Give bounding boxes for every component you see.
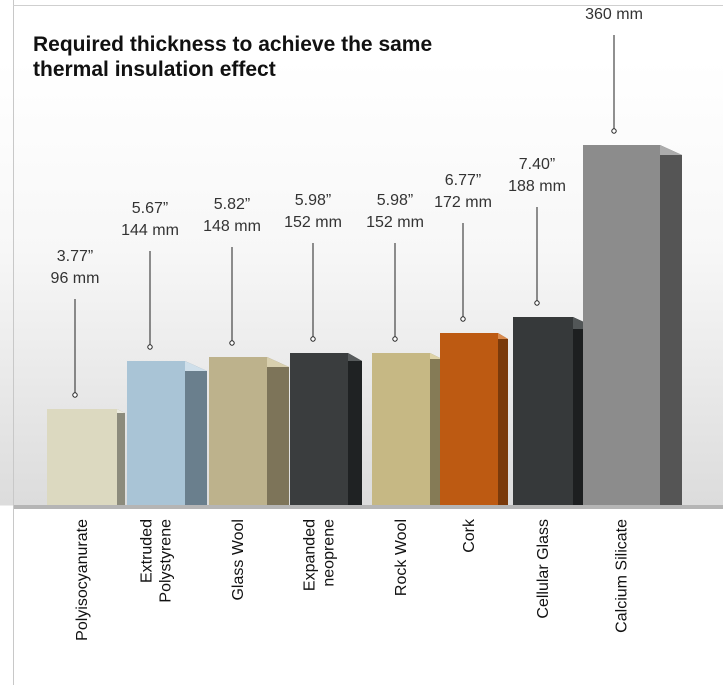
leader-dot-rock-wool (392, 336, 398, 342)
category-label-cork: Cork (461, 518, 478, 553)
frame-border-left (13, 0, 14, 685)
bar-calcium-silicate (583, 145, 660, 505)
value-label-inch-polyisocyanurate: 3.77” (57, 248, 93, 265)
bar-side-rock-wool (430, 353, 442, 505)
value-label-mm-expanded-neoprene: 152 mm (284, 214, 342, 231)
chart-title: Required thickness to achieve the same t… (33, 33, 433, 81)
value-label-mm-extruded-polystyrene: 144 mm (121, 222, 179, 239)
bar-side-polyisocyanurate (117, 409, 125, 505)
bar-side-glass-wool (267, 357, 289, 505)
bar-cork (440, 333, 498, 505)
bar-side-extruded-polystyrene (185, 361, 207, 505)
bar-extruded-polystyrene (127, 361, 185, 505)
value-label-inch-glass-wool: 5.82” (214, 196, 250, 213)
leader-dot-cellular-glass (534, 300, 540, 306)
bar-glass-wool (209, 357, 267, 505)
value-label-inch-expanded-neoprene: 5.98” (295, 192, 331, 209)
category-label-line-polyisocyanurate: Polyisocyanurate (74, 519, 91, 641)
leader-dot-cork (460, 316, 466, 322)
category-label-line-extruded-polystyrene: Extruded (139, 519, 156, 583)
category-label-line-rock-wool: Rock Wool (393, 519, 410, 596)
leader-dot-extruded-polystyrene (147, 344, 153, 350)
leader-dot-polyisocyanurate (72, 392, 78, 398)
category-label-line-cork: Cork (461, 518, 478, 553)
category-label-cellular-glass: Cellular Glass (535, 519, 552, 619)
category-label-rock-wool: Rock Wool (393, 519, 410, 596)
frame-border-top (13, 5, 723, 6)
value-label-mm-polyisocyanurate: 96 mm (51, 270, 100, 287)
bar-side-cork (498, 333, 508, 505)
category-label-line-expanded-neoprene: Expanded (302, 519, 319, 591)
bar-rock-wool (372, 353, 430, 505)
category-label-expanded-neoprene: Expanded neoprene (302, 519, 338, 591)
category-label-line-glass-wool: Glass Wool (230, 519, 247, 601)
chart-baseline (14, 505, 723, 509)
bar-expanded-neoprene (290, 353, 348, 505)
bar-polyisocyanurate (47, 409, 117, 505)
value-label-inch-extruded-polystyrene: 5.67” (132, 200, 168, 217)
value-label-mm-rock-wool: 152 mm (366, 214, 424, 231)
category-label-glass-wool: Glass Wool (230, 519, 247, 601)
category-label-line-extruded-polystyrene: Polystyrene (158, 519, 175, 603)
bar-side-expanded-neoprene (348, 353, 362, 505)
category-label-calcium-silicate: Calcium Silicate (614, 519, 631, 633)
value-label-mm-cork: 172 mm (434, 194, 492, 211)
leader-dot-glass-wool (229, 340, 235, 346)
bar-side-calcium-silicate (660, 145, 682, 505)
value-label-inch-rock-wool: 5.98” (377, 192, 413, 209)
value-label-inch-cellular-glass: 7.40” (519, 156, 555, 173)
value-label-inch-cork: 6.77” (445, 172, 481, 189)
category-label-line-calcium-silicate: Calcium Silicate (614, 519, 631, 633)
value-label-mm-calcium-silicate: 360 mm (585, 6, 643, 23)
category-label-line-expanded-neoprene: neoprene (321, 519, 338, 587)
category-label-line-cellular-glass: Cellular Glass (535, 519, 552, 619)
leader-dot-expanded-neoprene (310, 336, 316, 342)
value-label-mm-glass-wool: 148 mm (203, 218, 261, 235)
category-label-extruded-polystyrene: Extruded Polystyrene (139, 519, 175, 603)
value-label-inch-calcium-silicate: 14.17” (591, 0, 636, 1)
bar-cellular-glass (513, 317, 573, 505)
leader-dot-calcium-silicate (611, 128, 617, 134)
value-label-mm-cellular-glass: 188 mm (508, 178, 566, 195)
category-label-polyisocyanurate: Polyisocyanurate (74, 519, 91, 641)
